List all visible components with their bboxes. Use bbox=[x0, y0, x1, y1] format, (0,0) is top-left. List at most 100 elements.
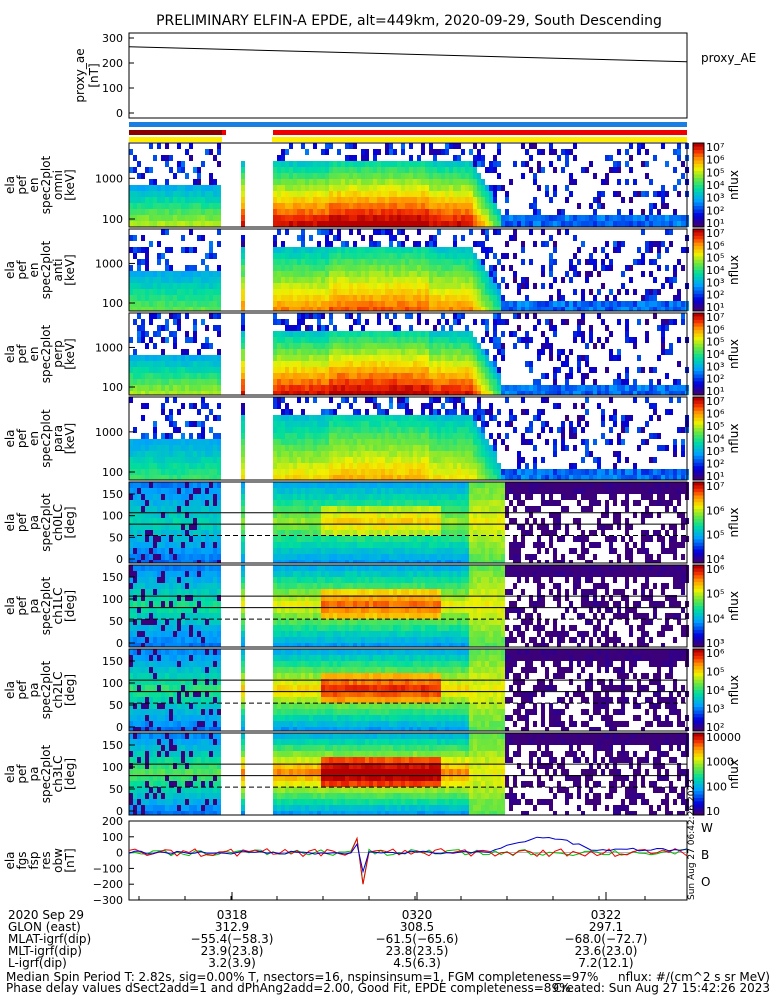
spectrogram-cell bbox=[337, 433, 341, 439]
colorbar-segment bbox=[693, 293, 704, 298]
spectrogram-cell bbox=[305, 361, 309, 367]
spectrogram-cell bbox=[561, 433, 565, 439]
spectrogram-cell bbox=[153, 506, 157, 512]
spectrogram-cell bbox=[441, 331, 445, 337]
spectrogram-cell bbox=[433, 235, 437, 241]
spectrogram-cell bbox=[493, 469, 497, 475]
spectrogram-cell bbox=[317, 391, 321, 395]
spectrogram-cell bbox=[305, 247, 309, 253]
spectrogram-cell bbox=[165, 433, 169, 439]
spectrogram-cell bbox=[181, 235, 185, 241]
spectrogram-cell bbox=[273, 277, 277, 283]
spectrogram-cell bbox=[345, 355, 349, 361]
spectrogram-cell bbox=[145, 560, 149, 563]
spectrogram-cell bbox=[493, 283, 497, 289]
spectrogram-cell bbox=[365, 379, 369, 385]
spectrogram-cell bbox=[561, 427, 565, 433]
spectrogram-cell bbox=[505, 319, 509, 325]
spectrogram-cell bbox=[329, 343, 333, 349]
spectrogram-cell bbox=[473, 367, 477, 373]
spectrogram-cell bbox=[441, 149, 445, 155]
spectrogram-cell bbox=[137, 379, 141, 385]
spectrogram-cell bbox=[205, 415, 209, 421]
spectrogram-cell bbox=[469, 209, 473, 215]
spectrogram-cell bbox=[161, 463, 165, 469]
spectrogram-cell bbox=[129, 265, 133, 271]
spectrogram-cell bbox=[417, 469, 421, 475]
spectrogram-cell bbox=[217, 307, 221, 311]
spectrogram-cell bbox=[489, 289, 493, 295]
spectrogram-cell bbox=[297, 197, 301, 203]
spectrogram-cell bbox=[189, 536, 193, 542]
spectrogram-cell bbox=[321, 331, 325, 337]
spectrogram-cell bbox=[289, 421, 293, 427]
spectrogram-cell bbox=[149, 391, 153, 395]
spectrogram-cell bbox=[469, 229, 473, 235]
spectrogram-cell bbox=[641, 215, 645, 221]
colorbar-segment bbox=[693, 336, 704, 341]
spectrogram-cell bbox=[457, 253, 461, 259]
spectrogram-cell bbox=[297, 457, 301, 463]
spectrogram-cell bbox=[285, 191, 289, 197]
spectrogram-cell bbox=[341, 385, 345, 391]
spectrogram-cell bbox=[381, 361, 385, 367]
spectrogram-cell bbox=[405, 253, 409, 259]
spectrogram-cell bbox=[389, 253, 393, 259]
spectrogram-cell bbox=[149, 560, 153, 563]
spectrogram-cell bbox=[489, 221, 493, 227]
spectrogram-cell bbox=[277, 277, 281, 283]
spectrogram-cell bbox=[361, 277, 365, 283]
spectrogram-cell bbox=[209, 451, 213, 457]
spectrogram-cell bbox=[293, 289, 297, 295]
spectrogram-cell bbox=[337, 391, 341, 395]
spectrogram-cell bbox=[293, 415, 297, 421]
spectrogram-cell bbox=[577, 391, 581, 395]
spectrogram-cell bbox=[149, 379, 153, 385]
spectrogram-cell bbox=[145, 512, 149, 518]
spectrogram-cell bbox=[313, 301, 317, 307]
spectrogram-cell bbox=[465, 385, 469, 391]
spectrogram-cell bbox=[273, 209, 277, 215]
spectrogram-cell bbox=[293, 191, 297, 197]
spectrogram-cell bbox=[657, 325, 661, 331]
spectrogram-cell bbox=[653, 385, 657, 391]
spectrogram-cell bbox=[241, 191, 245, 197]
spectrogram-cell bbox=[393, 415, 397, 421]
spectrogram-cell bbox=[141, 289, 145, 295]
spectrogram-cell bbox=[473, 173, 477, 179]
spectrogram-cell bbox=[389, 149, 393, 155]
spectrogram-cell bbox=[301, 265, 305, 271]
spectrogram-cell bbox=[397, 283, 401, 289]
spectrogram-cell bbox=[165, 319, 169, 325]
spectrogram-cell bbox=[145, 367, 149, 373]
spectrogram-cell bbox=[161, 155, 165, 161]
spectrogram-cell bbox=[417, 203, 421, 209]
spectrogram-cell bbox=[281, 197, 285, 203]
spectrogram-cell bbox=[389, 229, 393, 235]
spectrogram-cell bbox=[157, 283, 161, 289]
spectrogram-cell bbox=[353, 289, 357, 295]
spectrogram-cell bbox=[181, 560, 185, 563]
spectrogram-cell bbox=[425, 283, 429, 289]
spectrogram-cell bbox=[137, 247, 141, 253]
spectrogram-cell bbox=[353, 433, 357, 439]
spectrogram-cell bbox=[337, 235, 341, 241]
spectrogram-cell bbox=[637, 247, 641, 253]
spectrogram-cell bbox=[309, 179, 313, 185]
spectrogram-cell bbox=[313, 379, 317, 385]
spectrogram-cell bbox=[493, 191, 497, 197]
spectrogram-cell bbox=[389, 397, 393, 403]
spectrogram-cell bbox=[457, 421, 461, 427]
spectrogram-cell bbox=[397, 203, 401, 209]
spectrogram-cell bbox=[141, 451, 145, 457]
spectrogram-cell bbox=[485, 421, 489, 427]
spectrogram-cell bbox=[461, 415, 465, 421]
spectrogram-cell bbox=[637, 367, 641, 373]
spectrogram-cell bbox=[361, 259, 365, 265]
spectrogram-cell bbox=[397, 457, 401, 463]
spectrogram-cell bbox=[337, 379, 341, 385]
spectrogram-cell bbox=[645, 397, 649, 403]
spectrogram-cell bbox=[317, 265, 321, 271]
spectrogram-cell bbox=[453, 197, 457, 203]
spectrogram-cell bbox=[165, 295, 169, 301]
